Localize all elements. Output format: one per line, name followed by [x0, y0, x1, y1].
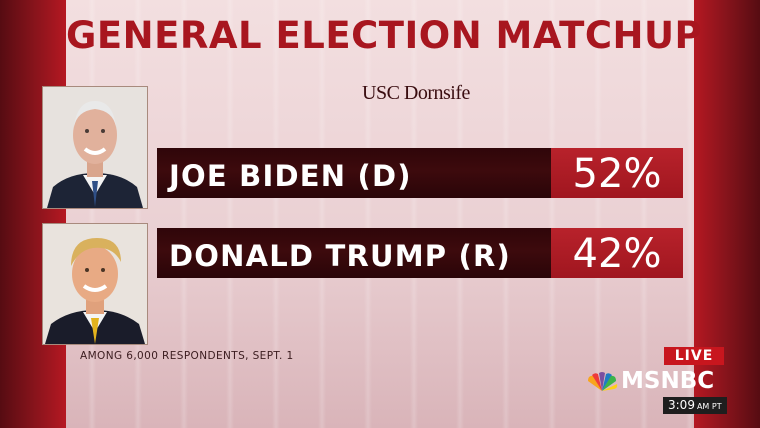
- clock-zone: AM PT: [696, 402, 722, 411]
- candidate-name: DONALD TRUMP (R): [169, 239, 511, 273]
- source-logo: USC Dornsife: [362, 82, 470, 104]
- candidate-bar-1: JOE BIDEN (D): [157, 148, 551, 198]
- candidate-bar-2: DONALD TRUMP (R): [157, 228, 551, 278]
- left-side-band: [0, 0, 66, 428]
- peacock-icon: [585, 371, 619, 392]
- live-badge: LIVE: [664, 347, 724, 365]
- footnote: AMONG 6,000 RESPONDENTS, SEPT. 1: [80, 350, 294, 362]
- candidate-portrait-icon: [43, 87, 147, 208]
- candidate-name: JOE BIDEN (D): [169, 159, 412, 193]
- clock: 3:09 AM PT: [663, 397, 727, 414]
- candidate-percent: 52%: [551, 148, 683, 198]
- graphic-panel: [66, 0, 694, 428]
- clock-time: 3:09: [668, 398, 695, 412]
- network-logo: MSNBC: [585, 368, 714, 394]
- candidate-portrait-icon: [43, 224, 147, 344]
- candidate-percent: 42%: [551, 228, 683, 278]
- candidate-photo-1: [42, 86, 148, 209]
- network-name: MSNBC: [621, 368, 715, 394]
- graphic-title: GENERAL ELECTION MATCHUP: [66, 14, 703, 57]
- candidate-photo-2: [42, 223, 148, 345]
